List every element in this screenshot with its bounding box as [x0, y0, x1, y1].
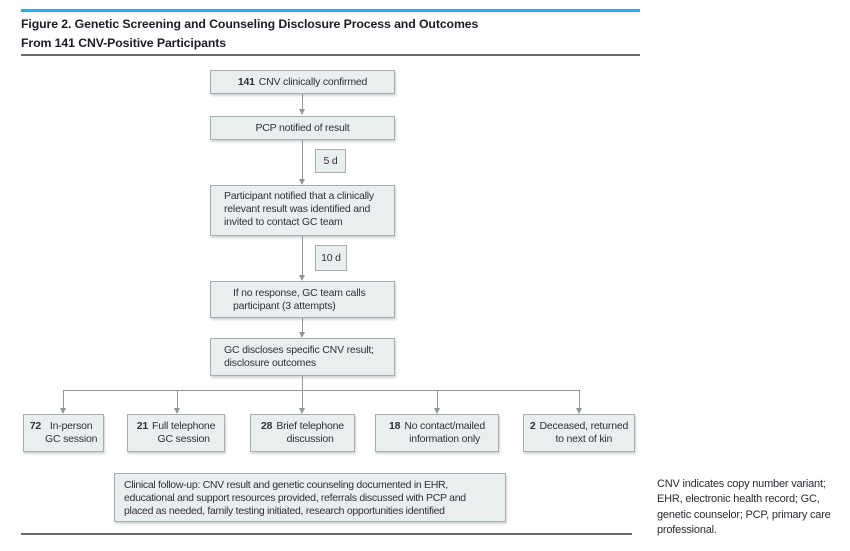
connector-line: [63, 390, 64, 409]
connector-line: [302, 318, 303, 333]
arrow-down-icon: [298, 408, 305, 414]
connector-line: [302, 94, 303, 110]
node-participant-notified: Participant notified that a clinically r…: [210, 185, 395, 236]
connector-line: [302, 390, 303, 409]
arrow-down-icon: [59, 408, 66, 414]
arrow-down-icon: [298, 179, 305, 185]
connector-horizontal-line: [63, 390, 580, 391]
outcome-brief-telephone: 28 Brief telephone discussion: [250, 414, 355, 452]
outcome-label: Deceased, returned to next of kin: [539, 420, 629, 445]
arrow-down-icon: [173, 408, 180, 414]
interval-10d: 10 d: [315, 245, 347, 271]
abbreviation-footnote: CNV indicates copy number variant; EHR, …: [657, 478, 831, 536]
clinical-followup-note: Clinical follow-up: CNV result and genet…: [114, 473, 506, 522]
node-gc-calls: If no response, GC team calls participan…: [210, 281, 395, 318]
outcome-deceased: 2 Deceased, returned to next of kin: [523, 414, 635, 452]
outcome-count: 18: [389, 420, 401, 432]
interval-label: 5 d: [323, 154, 338, 167]
connector-line: [437, 390, 438, 409]
node-label: If no response, GC team calls participan…: [233, 287, 366, 312]
node-count: 141: [237, 75, 255, 88]
clinical-followup-text: Clinical follow-up: CNV result and genet…: [124, 479, 466, 517]
outcome-count: 28: [261, 420, 273, 432]
outcome-no-contact: 18 No contact/mailed information only: [375, 414, 499, 452]
outcome-count: 2: [529, 420, 536, 432]
figure-title: Figure 2. Genetic Screening and Counseli…: [21, 17, 479, 50]
node-label: GC discloses specific CNV result; disclo…: [224, 344, 374, 369]
outcome-label: Brief telephone discussion: [276, 420, 344, 445]
accent-top-rule: [21, 9, 640, 12]
arrow-down-icon: [298, 109, 305, 115]
arrow-down-icon: [433, 408, 440, 414]
node-pcp-notified: PCP notified of result: [210, 116, 395, 140]
connector-line: [302, 140, 303, 180]
node-label: PCP notified of result: [255, 121, 350, 134]
bottom-rule: [21, 533, 632, 535]
connector-line: [302, 376, 303, 391]
outcome-count: 72: [29, 420, 41, 432]
node-cnv-confirmed: 141 CNV clinically confirmed: [210, 70, 395, 94]
outcome-count: 21: [136, 420, 149, 432]
interval-5d: 5 d: [315, 149, 346, 173]
outcome-label: In-person GC session: [45, 420, 98, 445]
arrow-down-icon: [298, 275, 305, 281]
interval-label: 10 d: [321, 251, 341, 264]
connector-line: [579, 390, 580, 409]
node-gc-discloses: GC discloses specific CNV result; disclo…: [210, 338, 395, 376]
outcome-label: Full telephone GC session: [152, 420, 216, 445]
connector-line: [177, 390, 178, 409]
connector-line: [302, 236, 303, 276]
arrow-down-icon: [298, 332, 305, 338]
header-divider-rule: [21, 54, 640, 56]
node-label: Participant notified that a clinically r…: [224, 190, 374, 228]
outcome-in-person: 72 In-person GC session: [23, 414, 104, 452]
outcome-label: No contact/mailed information only: [404, 420, 485, 445]
outcome-full-telephone: 21 Full telephone GC session: [127, 414, 225, 452]
node-label: CNV clinically confirmed: [258, 75, 368, 88]
arrow-down-icon: [575, 408, 582, 414]
